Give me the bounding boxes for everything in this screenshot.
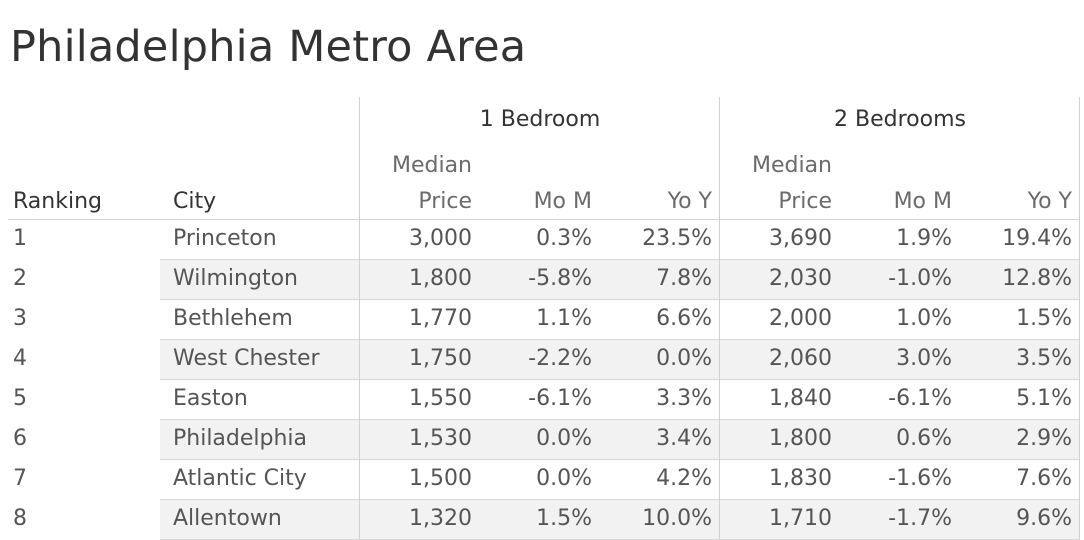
value-cell: 3,690 [769,226,832,251]
value-cell: 1.1% [536,306,592,331]
value-cell: 1,770 [409,306,472,331]
value-cell: -6.1% [888,386,952,411]
value-cell: -6.1% [528,386,592,411]
value-cell: 1,530 [409,426,472,451]
value-cell: 0.0% [536,466,592,491]
value-cell: 1,800 [409,266,472,291]
value-cell: 5.1% [1016,386,1072,411]
city-cell: Princeton [173,226,277,251]
group-header: 1 Bedroom [479,107,601,132]
value-cell: 1,320 [409,506,472,531]
value-cell: 1.5% [536,506,592,531]
value-cell: 1,750 [409,346,472,371]
column-header: Price [778,189,832,214]
city-cell: Allentown [173,506,282,531]
value-cell: 4.2% [656,466,712,491]
value-cell: 12.8% [1002,266,1072,291]
value-cell: 2,060 [769,346,832,371]
value-cell: 3.3% [656,386,712,411]
value-cell: -1.7% [888,506,952,531]
value-cell: 0.3% [536,226,592,251]
column-header: Yo Y [667,189,712,214]
column-divider [359,97,360,539]
column-header: Price [418,189,472,214]
column-header: Median [751,153,832,178]
rank-cell: 5 [13,386,27,411]
column-header-ranking: Ranking [13,189,102,214]
row-divider [160,339,1080,340]
rank-cell: 1 [13,226,27,251]
value-cell: 3.4% [656,426,712,451]
value-cell: 7.6% [1016,466,1072,491]
row-divider [160,219,1080,220]
column-divider [719,97,720,539]
value-cell: 1,800 [769,426,832,451]
value-cell: 1.5% [1016,306,1072,331]
city-cell: Bethlehem [173,306,293,331]
rank-cell: 7 [13,466,27,491]
value-cell: 2.9% [1016,426,1072,451]
row-divider [160,459,1080,460]
column-divider [1079,97,1080,539]
value-cell: 1,710 [769,506,832,531]
column-header: Mo M [533,189,592,214]
row-divider [160,259,1080,260]
value-cell: 1,500 [409,466,472,491]
city-cell: Philadelphia [173,426,308,451]
value-cell: 0.6% [896,426,952,451]
value-cell: 3,000 [409,226,472,251]
value-cell: 7.8% [656,266,712,291]
row-band [160,340,1080,379]
value-cell: 2,000 [769,306,832,331]
value-cell: 3.0% [896,346,952,371]
value-cell: 23.5% [642,226,712,251]
value-cell: -1.0% [888,266,952,291]
value-cell: 3.5% [1016,346,1072,371]
row-band [160,260,1080,299]
row-band [160,500,1080,539]
value-cell: -1.6% [888,466,952,491]
value-cell: 2,030 [769,266,832,291]
city-cell: West Chester [173,346,320,371]
row-divider [8,219,160,220]
column-header: Mo M [893,189,952,214]
value-cell: 0.0% [656,346,712,371]
city-cell: Wilmington [173,266,298,291]
row-divider [160,299,1080,300]
rank-cell: 6 [13,426,27,451]
rank-cell: 4 [13,346,27,371]
value-cell: 1,830 [769,466,832,491]
rank-cell: 2 [13,266,27,291]
city-cell: Atlantic City [173,466,307,491]
value-cell: 10.0% [642,506,712,531]
city-cell: Easton [173,386,248,411]
value-cell: 6.6% [656,306,712,331]
value-cell: 1.9% [896,226,952,251]
value-cell: -2.2% [528,346,592,371]
column-header-city: City [173,189,217,214]
rank-cell: 3 [13,306,27,331]
value-cell: 1,840 [769,386,832,411]
row-divider [160,499,1080,500]
column-header: Yo Y [1027,189,1072,214]
value-cell: 19.4% [1002,226,1072,251]
row-divider [160,419,1080,420]
value-cell: 1,550 [409,386,472,411]
row-band [160,420,1080,459]
column-header: Median [391,153,472,178]
group-header: 2 Bedrooms [834,107,966,132]
value-cell: 1.0% [896,306,952,331]
value-cell: 0.0% [536,426,592,451]
row-divider [160,379,1080,380]
rank-cell: 8 [13,506,27,531]
value-cell: -5.8% [528,266,592,291]
value-cell: 9.6% [1016,506,1072,531]
page-title: Philadelphia Metro Area [10,22,527,72]
